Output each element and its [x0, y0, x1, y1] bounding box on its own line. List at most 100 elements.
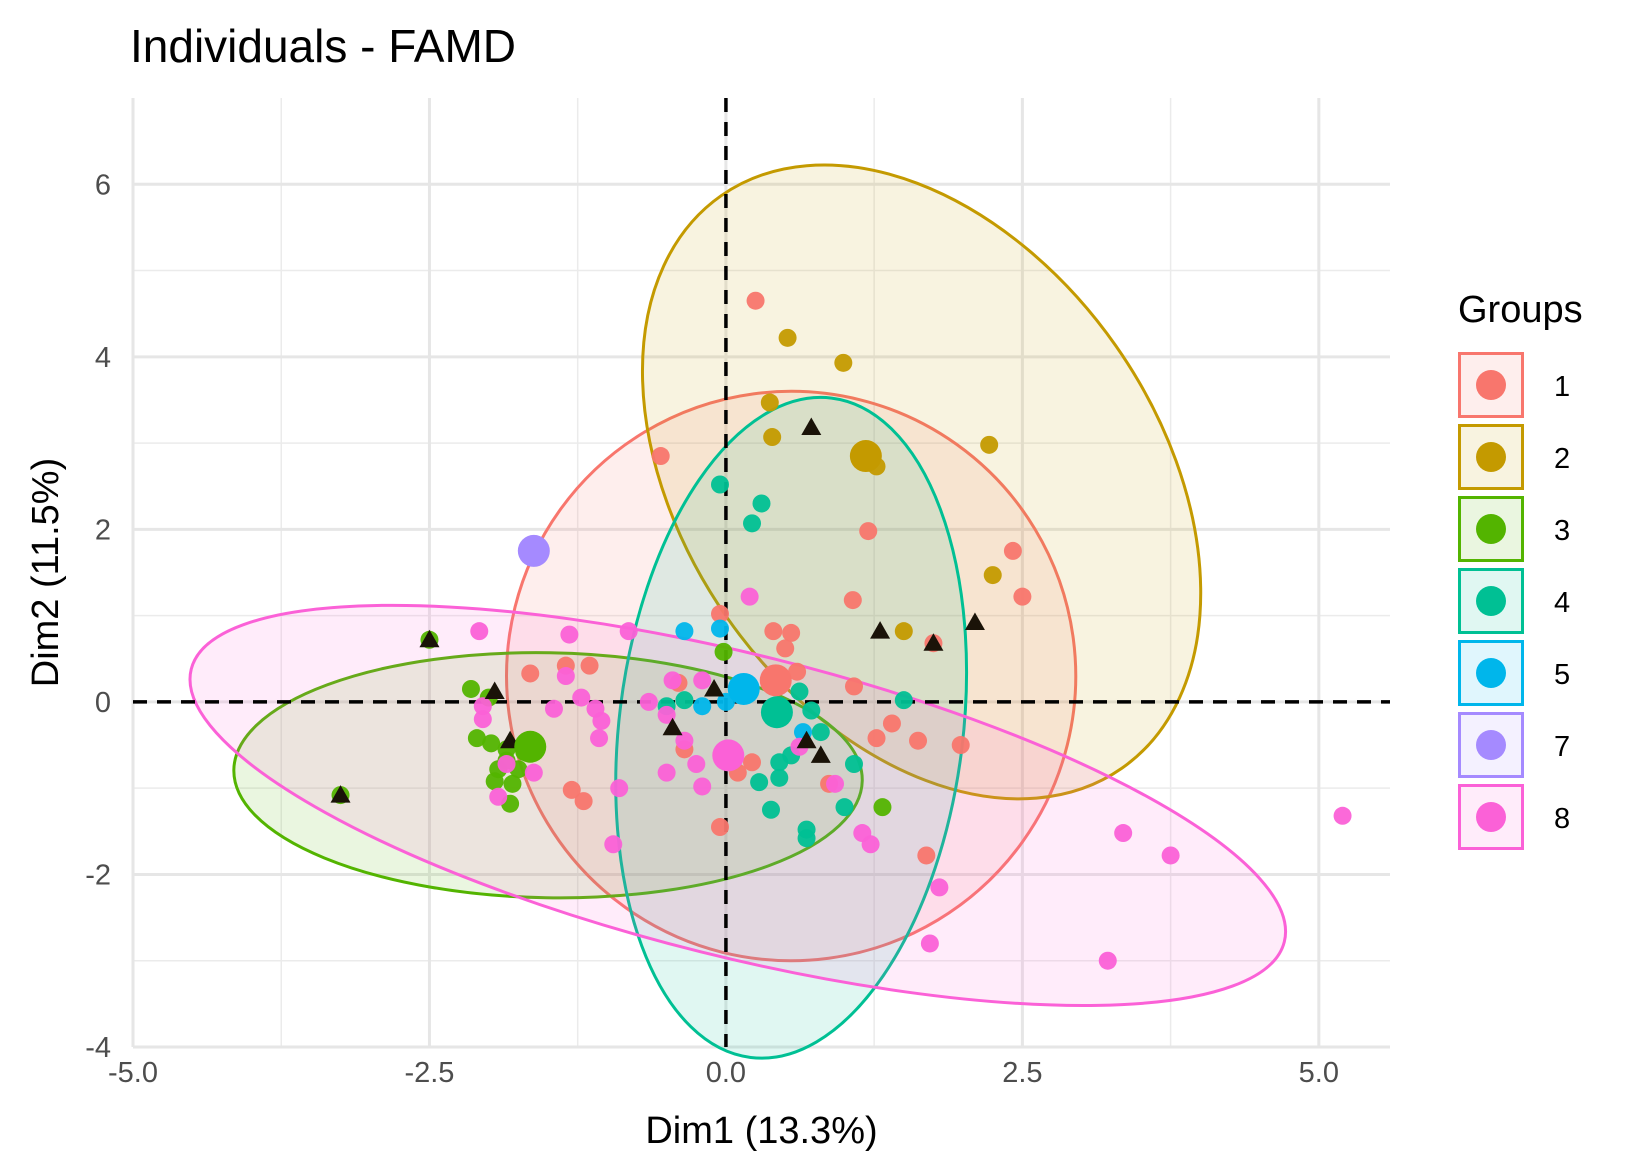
point-group-1 [782, 623, 801, 642]
centroid-group-8 [712, 739, 745, 772]
y-tick-label: 2 [95, 514, 111, 546]
point-group-1 [843, 591, 862, 610]
legend-label-2: 2 [1554, 443, 1570, 475]
point-group-4 [894, 691, 913, 710]
point-group-1 [776, 639, 795, 658]
point-group-8 [687, 755, 706, 774]
y-tick-label: -4 [85, 1032, 111, 1064]
point-group-1 [743, 753, 762, 772]
centroid-group-3 [514, 730, 547, 763]
point-group-1 [859, 522, 878, 541]
point-group-3 [714, 642, 733, 661]
point-supplementary [796, 730, 817, 749]
legend-marker-8 [1476, 802, 1506, 832]
point-group-1 [651, 447, 670, 466]
point-group-8 [1161, 846, 1180, 865]
point-group-2 [980, 435, 999, 454]
point-group-8 [590, 729, 609, 748]
confidence-ellipses [188, 163, 1288, 1060]
point-group-8 [657, 763, 676, 782]
point-group-8 [639, 692, 658, 711]
x-tick-label: 5.0 [1299, 1057, 1339, 1089]
x-tick-label: 2.5 [1002, 1057, 1042, 1089]
point-group-8 [497, 755, 516, 774]
group-centroids [514, 440, 882, 772]
y-axis-title: Dim2 (11.5%) [25, 458, 67, 687]
point-group-1 [1003, 541, 1022, 560]
point-group-8 [572, 688, 591, 707]
y-tick-label: 4 [95, 342, 111, 374]
point-group-4 [675, 691, 694, 710]
legend-marker-3 [1476, 514, 1506, 544]
point-group-1 [710, 604, 729, 623]
point-supplementary [810, 745, 831, 763]
point-group-3 [461, 679, 480, 698]
point-group-1 [746, 291, 765, 310]
point-group-4 [835, 798, 854, 817]
point-supplementary [419, 629, 440, 648]
legend-marker-2 [1476, 442, 1506, 472]
centroid-group-7 [517, 534, 550, 567]
point-group-1 [909, 731, 928, 750]
point-group-1 [882, 714, 901, 733]
point-group-2 [834, 353, 853, 372]
point-group-8 [604, 835, 623, 854]
point-group-5 [693, 697, 712, 716]
point-group-8 [544, 699, 563, 718]
point-group-8 [930, 878, 949, 897]
point-group-1 [580, 656, 599, 675]
point-group-8 [489, 787, 508, 806]
point-group-1 [951, 736, 970, 755]
legend-label-4: 4 [1554, 587, 1570, 619]
point-group-4 [770, 753, 789, 772]
point-group-5 [675, 622, 694, 641]
point-group-8 [560, 625, 579, 644]
point-group-8 [556, 667, 575, 686]
point-group-2 [778, 328, 797, 347]
point-group-8 [592, 711, 611, 730]
point-group-3 [485, 772, 504, 791]
point-group-8 [740, 587, 759, 606]
legend-marker-1 [1476, 370, 1506, 400]
point-group-1 [917, 846, 936, 865]
point-group-1 [1013, 587, 1032, 606]
point-group-5 [710, 619, 729, 638]
point-group-2 [760, 393, 779, 412]
point-group-4 [752, 494, 771, 513]
point-group-8 [610, 779, 629, 798]
legend-label-5: 5 [1554, 659, 1570, 691]
centroid-group-5 [727, 672, 760, 705]
point-supplementary [870, 621, 891, 639]
y-tick-label: 6 [95, 169, 111, 201]
point-group-4 [790, 682, 809, 701]
point-group-1 [764, 622, 783, 641]
point-supplementary [923, 633, 944, 651]
legend-label-3: 3 [1554, 515, 1570, 547]
y-tick-label: -2 [85, 859, 111, 891]
point-group-4 [710, 475, 729, 494]
point-group-1 [574, 792, 593, 811]
point-group-1 [521, 664, 540, 683]
point-group-2 [894, 622, 913, 641]
point-group-4 [844, 755, 863, 774]
point-group-2 [983, 566, 1002, 585]
point-group-4 [761, 800, 780, 819]
point-supplementary [801, 417, 822, 436]
point-group-8 [675, 731, 694, 750]
y-tick-label: 0 [95, 687, 111, 719]
point-group-8 [826, 774, 845, 793]
reference-lines [133, 98, 1390, 1047]
point-supplementary [704, 678, 725, 697]
point-group-8 [470, 622, 489, 641]
point-group-1 [867, 729, 886, 748]
centroid-group-4 [760, 696, 793, 729]
point-group-8 [663, 671, 682, 690]
legend-label-7: 7 [1554, 731, 1570, 763]
point-group-8 [853, 824, 872, 843]
point-group-4 [802, 701, 821, 720]
legend-label-8: 8 [1554, 803, 1570, 835]
point-group-8 [1333, 806, 1352, 825]
point-group-8 [657, 705, 676, 724]
x-axis-title: Dim1 (13.3%) [645, 1110, 877, 1152]
